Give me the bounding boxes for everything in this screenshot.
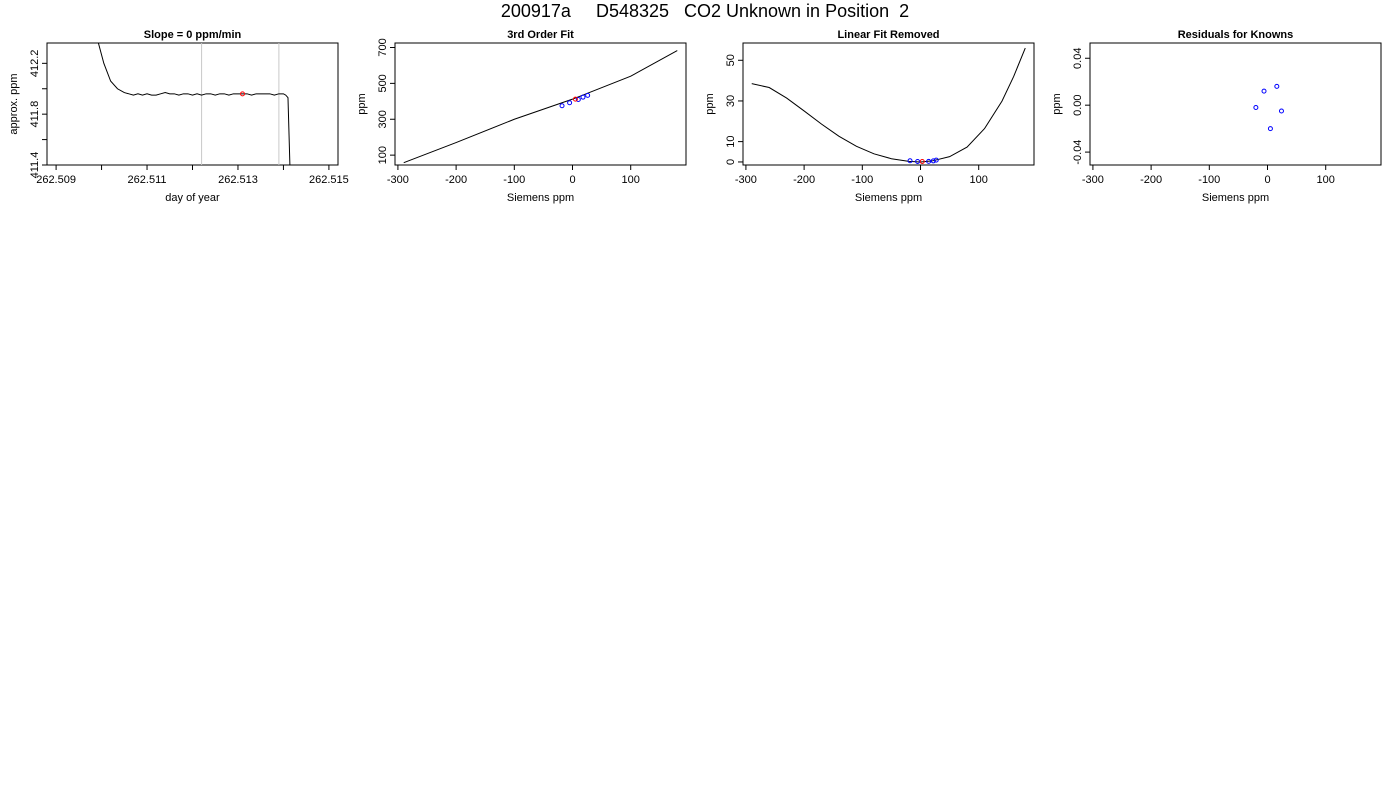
page-title: 200917a D548325 CO2 Unknown in Position …: [500, 1, 910, 21]
chart-panel-1: Slope = 0 ppm/min 262.509 262.511 262.513 26…: [8, 29, 349, 204]
x-tick-label: -200: [445, 174, 467, 186]
plot-frame: [1089, 42, 1382, 166]
x-tick-label: -100: [1198, 174, 1220, 186]
residual-point: [1274, 83, 1280, 89]
x-tick-label: -300: [735, 174, 757, 186]
chart-title: Residuals for Knowns: [1178, 29, 1294, 41]
unknown-point: [919, 159, 925, 165]
unknown-point: [572, 96, 578, 102]
plot-frame: [394, 42, 687, 166]
x-tick-label: -200: [793, 174, 815, 186]
series-line: [403, 50, 678, 164]
y-tick-label: 300: [377, 110, 389, 128]
y-tick-label: -0.04: [1072, 140, 1084, 165]
y-tick-label: 0.00: [1072, 94, 1084, 115]
plot-frame: [742, 42, 1035, 166]
known-point: [926, 158, 932, 164]
y-tick-label: 0: [725, 159, 737, 165]
y-tick-label: 50: [725, 54, 737, 66]
y-tick-label: 412.2: [29, 50, 41, 78]
x-tick-label: 100: [1317, 174, 1335, 186]
known-point: [907, 158, 913, 164]
y-tick-label: 10: [725, 135, 737, 147]
y-tick-label: 0.04: [1072, 48, 1084, 69]
y-tick-label: 411.8: [29, 101, 41, 128]
x-tick-label: 0: [1264, 174, 1270, 186]
series-line: [97, 43, 291, 165]
y-axis-label: approx. ppm: [8, 73, 20, 134]
plot-area: [97, 43, 291, 165]
chart-panel-3: Linear Fit Removed-300 -200 -100 0 100Siemen…: [704, 29, 1035, 204]
known-point: [930, 158, 936, 164]
known-point: [559, 103, 565, 109]
x-axis-label: day of year: [165, 192, 220, 204]
plot-area: [403, 50, 678, 164]
chart-title: Slope = 0 ppm/min: [144, 29, 242, 41]
residual-point: [1267, 126, 1273, 132]
chart-panel-4: Residuals for Knowns -300 -200 -100 0 100 Siem…: [1051, 29, 1382, 204]
x-tick-label: 262.509: [36, 174, 76, 186]
plot-area: [751, 47, 1026, 165]
known-point: [585, 92, 591, 98]
x-axis-label: Siemens ppm: [507, 192, 574, 204]
known-point: [567, 100, 573, 106]
x-tick-label: -300: [1082, 174, 1104, 186]
plot-area: [1253, 83, 1284, 132]
x-tick-label: 262.515: [309, 174, 349, 186]
y-tick-label: 411.4: [29, 152, 41, 179]
y-axis-label: ppm: [1051, 93, 1063, 114]
x-tick-label: -300: [387, 174, 409, 186]
known-point: [580, 94, 586, 100]
y-axis-label: ppm: [356, 93, 368, 114]
x-tick-label: -100: [503, 174, 525, 186]
y-tick-label: 500: [377, 74, 389, 92]
plot-frame: [46, 42, 339, 166]
y-axis-label: ppm: [704, 93, 716, 114]
x-axis-label: Siemens ppm: [855, 192, 922, 204]
chart-title: 3rd Order Fit: [507, 29, 574, 41]
series-line: [751, 47, 1026, 163]
x-tick-label: 0: [569, 174, 575, 186]
residual-point: [1278, 108, 1284, 114]
x-tick-label: 100: [970, 174, 988, 186]
residual-point: [1261, 88, 1267, 94]
x-tick-label: 100: [622, 174, 640, 186]
known-point: [575, 97, 581, 103]
chart-panel-2: 3rd Order Fit -300 -200 -100 0 100 Siemens ppm…: [356, 29, 687, 204]
y-tick-label: 100: [377, 146, 389, 164]
y-tick-label: 700: [377, 38, 389, 56]
x-tick-label: 0: [917, 174, 923, 186]
residual-point: [1253, 105, 1259, 111]
x-axis-label: Siemens ppm: [1202, 192, 1269, 204]
known-point: [915, 159, 921, 165]
known-point: [933, 157, 939, 163]
x-tick-label: 262.511: [128, 174, 167, 186]
x-tick-label: 262.513: [218, 174, 258, 186]
chart-title: Linear Fit Removed: [837, 29, 939, 41]
x-tick-label: -200: [1140, 174, 1162, 186]
x-tick-label: -100: [851, 174, 873, 186]
y-tick-label: 30: [725, 95, 737, 107]
sample-point: [240, 91, 246, 97]
